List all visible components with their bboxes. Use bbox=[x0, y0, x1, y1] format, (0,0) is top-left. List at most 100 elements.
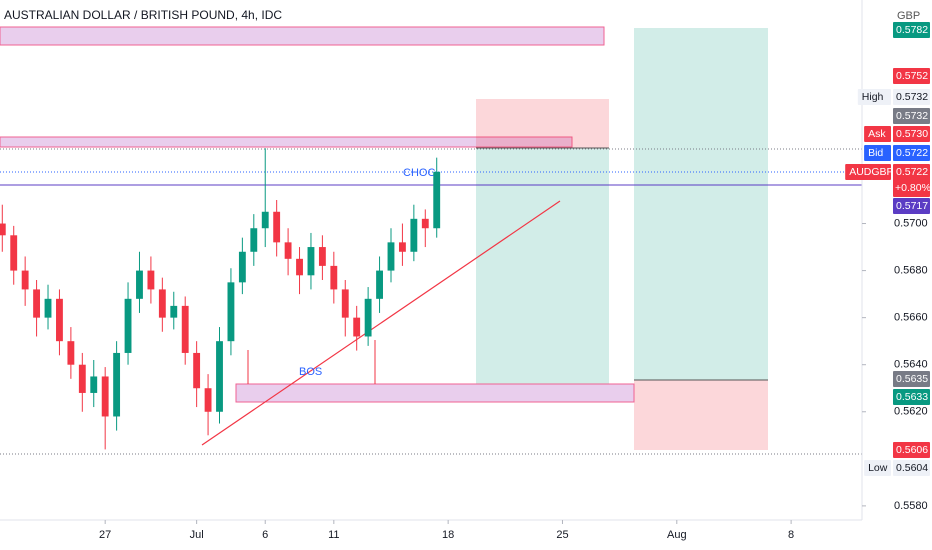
candle-body bbox=[124, 298, 132, 353]
x-tick-label: 27 bbox=[99, 529, 111, 541]
supply-zone bbox=[0, 26, 605, 46]
candle-body bbox=[67, 341, 75, 365]
price-tag-text: 0.5606 bbox=[896, 444, 928, 456]
candle-body bbox=[21, 270, 29, 290]
demand-zone bbox=[235, 383, 635, 403]
tag-name: Ask bbox=[868, 128, 886, 140]
candle-body bbox=[376, 270, 383, 299]
price-tag bbox=[893, 164, 930, 197]
trend-line bbox=[201, 200, 561, 446]
x-tick-label: 18 bbox=[442, 529, 454, 541]
candle-body bbox=[181, 305, 189, 353]
price-tag-text: 0.5633 bbox=[896, 391, 928, 403]
candles bbox=[0, 148, 441, 450]
candle-body bbox=[204, 388, 212, 412]
candle-body bbox=[0, 223, 6, 236]
price-tags: 0.5782 0.5752 0.5732 High 0.5732 0.5730 Ask 0.5… bbox=[845, 22, 931, 476]
price-tag-text: 0.5732 bbox=[896, 91, 928, 103]
price-tag-text: 0.5730 bbox=[896, 128, 928, 140]
price-tag-text: 0.5782 bbox=[896, 24, 928, 36]
candle-body bbox=[136, 270, 143, 299]
candle-body bbox=[421, 218, 429, 229]
price-tag bbox=[893, 145, 930, 161]
price-tag-text: 0.5717 bbox=[896, 200, 928, 212]
candle-body bbox=[398, 242, 406, 252]
price-tag bbox=[893, 89, 930, 105]
take-profit-box bbox=[634, 28, 768, 380]
candle-body bbox=[56, 298, 63, 342]
y-tick-label: 0.5580 bbox=[894, 500, 928, 512]
candle-body bbox=[10, 235, 18, 271]
price-change: +0.80% bbox=[895, 182, 931, 194]
candle-body bbox=[330, 265, 338, 290]
take-profit-box bbox=[476, 148, 609, 384]
candle-body bbox=[364, 298, 372, 337]
resistance-zone bbox=[0, 136, 573, 148]
candle-body bbox=[193, 352, 201, 389]
candle-body bbox=[78, 364, 86, 393]
price-tag bbox=[893, 460, 930, 476]
stop-loss-box bbox=[476, 99, 609, 148]
price-tag bbox=[893, 108, 930, 124]
price-tag bbox=[893, 126, 930, 142]
tag-name: Low bbox=[868, 462, 888, 474]
tag-name-box bbox=[857, 89, 891, 105]
price-tag-text: 0.5722 bbox=[896, 147, 928, 159]
candle-body bbox=[238, 251, 246, 283]
annotation: BOS bbox=[299, 366, 322, 378]
y-tick-label: 0.5660 bbox=[894, 312, 928, 324]
candle-body bbox=[284, 242, 292, 259]
chart-title: AUSTRALIAN DOLLAR / BRITISH POUND, 4h, I… bbox=[4, 8, 282, 22]
price-tag bbox=[893, 371, 930, 387]
y-tick-label: 0.5640 bbox=[894, 359, 928, 371]
price-tag bbox=[893, 389, 930, 405]
price-tag-text: 0.5722 bbox=[896, 166, 928, 178]
candle-body bbox=[387, 242, 395, 271]
price-tag bbox=[893, 68, 930, 84]
price-tag bbox=[893, 442, 930, 458]
x-tick-label: 25 bbox=[556, 529, 568, 541]
candle-body bbox=[250, 228, 258, 252]
candle-body bbox=[33, 289, 41, 318]
currency-label: GBP bbox=[897, 10, 920, 22]
candle-body bbox=[158, 289, 166, 318]
candle-body bbox=[101, 376, 109, 417]
candle-body bbox=[341, 289, 349, 318]
candle-body bbox=[273, 211, 281, 243]
y-tick-label: 0.5700 bbox=[894, 217, 928, 229]
candle-body bbox=[410, 218, 418, 252]
x-tick-label: Aug bbox=[667, 529, 687, 541]
y-tick-label: 0.5680 bbox=[894, 264, 928, 276]
price-tag-text: 0.5635 bbox=[896, 373, 928, 385]
tag-name: High bbox=[862, 91, 884, 103]
candle-body bbox=[296, 258, 303, 276]
x-tick-label: 8 bbox=[788, 529, 794, 541]
candle-body bbox=[227, 282, 235, 342]
candle-body bbox=[170, 305, 178, 318]
candle-body bbox=[307, 247, 315, 276]
price-tag-text: 0.5732 bbox=[896, 110, 928, 122]
candle-body bbox=[433, 171, 441, 229]
candle-body bbox=[113, 352, 121, 417]
annotation: CHOC bbox=[403, 167, 435, 179]
tag-name-box bbox=[864, 126, 891, 142]
tag-name: AUDGBP bbox=[849, 166, 893, 178]
candle-body bbox=[353, 317, 361, 337]
x-tick-label: 11 bbox=[328, 529, 339, 541]
tag-name-box bbox=[845, 164, 891, 180]
x-tick-label: 6 bbox=[262, 529, 268, 541]
tag-name: Bid bbox=[868, 147, 883, 159]
price-tag bbox=[893, 198, 930, 214]
candle-body bbox=[261, 211, 269, 229]
tag-name-box bbox=[864, 145, 891, 161]
candle-body bbox=[147, 270, 155, 290]
candle-body bbox=[318, 247, 326, 266]
candle-body bbox=[44, 298, 52, 318]
candle-body bbox=[90, 376, 98, 393]
x-tick-label: Jul bbox=[190, 529, 204, 541]
price-tag-text: 0.5604 bbox=[896, 462, 928, 474]
price-tag-text: 0.5752 bbox=[896, 70, 928, 82]
